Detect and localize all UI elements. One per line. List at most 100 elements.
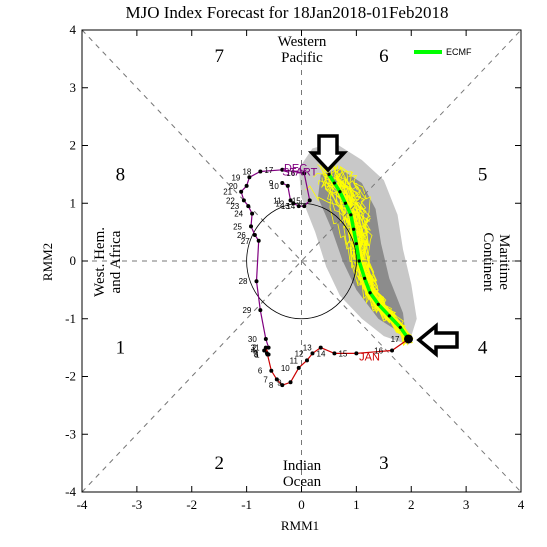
ecmf-point bbox=[398, 325, 402, 330]
day-label: 22 bbox=[226, 196, 235, 205]
day-label: 29 bbox=[242, 306, 251, 315]
day-label: 25 bbox=[233, 222, 242, 231]
ecmf-point bbox=[352, 227, 356, 231]
day-label: 20 bbox=[229, 182, 238, 191]
phase-label: 7 bbox=[214, 46, 224, 67]
day-label: 15 bbox=[338, 349, 347, 358]
dec-point bbox=[250, 211, 255, 216]
day-label: 10 bbox=[270, 182, 279, 191]
ecmf-point bbox=[343, 201, 347, 205]
region-west-hem-1: West. Hem. bbox=[92, 227, 108, 297]
day-label: 15 bbox=[292, 196, 301, 205]
day-label: 14 bbox=[317, 349, 326, 358]
phase-label: 3 bbox=[379, 453, 389, 474]
day-label: 9 bbox=[269, 179, 274, 188]
day-label: 8 bbox=[269, 381, 274, 390]
day-label: 16 bbox=[286, 169, 295, 178]
phase-label: 6 bbox=[379, 46, 389, 67]
day-label: 30 bbox=[248, 335, 257, 344]
legend: ECMF bbox=[414, 47, 472, 57]
dec-point bbox=[252, 233, 257, 238]
dec-point bbox=[296, 204, 301, 209]
y-tick-label: 1 bbox=[70, 195, 77, 210]
day-label: 14 bbox=[286, 202, 295, 211]
dec-point bbox=[239, 189, 244, 194]
region-indian-ocean-2: Ocean bbox=[283, 474, 322, 490]
jan-point bbox=[332, 351, 337, 356]
day-label: 3 bbox=[253, 349, 258, 358]
phase-label: 2 bbox=[214, 453, 224, 474]
region-indian-ocean-1: Indian bbox=[283, 458, 322, 474]
y-tick-label: 2 bbox=[70, 138, 77, 153]
x-tick-label: 1 bbox=[353, 497, 360, 512]
dec-point bbox=[280, 181, 285, 186]
arrow-down-annotation bbox=[307, 134, 349, 173]
day-label: 10 bbox=[281, 364, 290, 373]
day-label: 23 bbox=[230, 202, 239, 211]
ecmf-point bbox=[357, 259, 361, 263]
day-label: 21 bbox=[223, 188, 232, 197]
day-label: 17 bbox=[264, 166, 273, 175]
ecmf-point bbox=[338, 190, 342, 194]
jan-point bbox=[318, 345, 323, 350]
dec-point bbox=[302, 204, 307, 209]
unit-circle bbox=[246, 202, 357, 320]
ecmf-point bbox=[368, 291, 372, 295]
day-label: 17 bbox=[391, 335, 400, 344]
x-tick-label: -2 bbox=[186, 497, 197, 512]
dec-point bbox=[302, 171, 307, 176]
day-label: 12 bbox=[295, 349, 304, 358]
dec-point bbox=[249, 224, 254, 229]
region-west-hem-2: and Africa bbox=[108, 230, 124, 293]
region-western-pacific-1: Western bbox=[278, 34, 327, 50]
day-label: 26 bbox=[237, 231, 246, 240]
ensemble-member-line bbox=[321, 160, 414, 340]
jan-point bbox=[269, 368, 274, 373]
y-tick-label: 0 bbox=[70, 253, 77, 268]
ecmf-point bbox=[354, 242, 358, 246]
ecmf-point bbox=[332, 181, 337, 185]
day-label: 9 bbox=[277, 378, 282, 387]
jan-point bbox=[274, 377, 279, 382]
dec-point bbox=[288, 198, 293, 203]
x-tick-label: 3 bbox=[463, 497, 470, 512]
day-label: 11 bbox=[290, 356, 299, 365]
day-label: 1 bbox=[255, 351, 260, 360]
phase-label: 4 bbox=[478, 338, 488, 359]
series-layer bbox=[239, 167, 414, 388]
jan-point bbox=[296, 365, 301, 370]
diagonal-guide bbox=[81, 29, 522, 493]
phase-label: 1 bbox=[116, 338, 126, 359]
ecmf-point bbox=[376, 302, 380, 306]
day-label: 5 bbox=[254, 351, 259, 360]
month-label: JAN bbox=[359, 351, 380, 363]
region-maritime-1: Maritime bbox=[496, 234, 512, 290]
day-label: 24 bbox=[234, 210, 243, 219]
y-tick-label: -1 bbox=[65, 311, 76, 326]
day-label: 19 bbox=[231, 173, 240, 182]
dec-point bbox=[246, 204, 251, 209]
dec-point bbox=[307, 198, 312, 203]
jan-point bbox=[390, 348, 395, 353]
jan-point bbox=[262, 348, 267, 353]
ecmf-point bbox=[327, 172, 331, 176]
labels-layer: 9101112131415161718192021222324252627282… bbox=[116, 46, 488, 474]
day-label: 27 bbox=[241, 237, 250, 246]
phase-guides bbox=[81, 29, 522, 493]
jan-point bbox=[280, 383, 285, 388]
ecmf-point bbox=[349, 213, 353, 217]
region-western-pacific-2: Pacific bbox=[281, 50, 323, 66]
y-tick-label: -4 bbox=[65, 484, 76, 499]
dec-point bbox=[247, 175, 252, 180]
ecmf-point bbox=[363, 276, 367, 280]
x-tick-label: 2 bbox=[408, 497, 415, 512]
day-label: 18 bbox=[242, 167, 251, 176]
series-ecmf-line bbox=[327, 173, 410, 341]
jan-point bbox=[265, 352, 270, 357]
region-maritime-2: Continent bbox=[480, 232, 496, 292]
x-tick-label: -3 bbox=[131, 497, 142, 512]
legend-ecmf-label: ECMF bbox=[446, 47, 472, 57]
phase-label: 8 bbox=[116, 164, 126, 185]
x-tick-label: 4 bbox=[518, 497, 525, 512]
